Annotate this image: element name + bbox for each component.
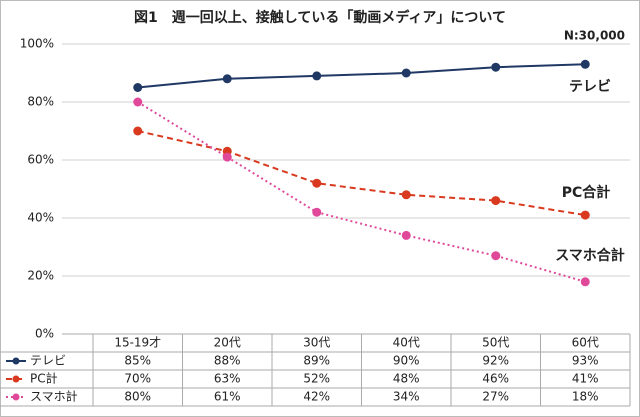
x-tick-label: 20代 — [214, 336, 241, 350]
point — [491, 251, 501, 261]
chart-title: 図1 週一回以上、接触している「動画メディア」について — [134, 9, 506, 26]
point — [401, 190, 411, 200]
legend-label: PC計 — [30, 371, 58, 386]
table-value: 89% — [303, 354, 330, 368]
point — [401, 230, 411, 240]
table-value: 52% — [303, 372, 330, 386]
series-line — [137, 101, 586, 283]
table-value: 42% — [303, 390, 330, 404]
legend-label: スマホ計 — [30, 389, 78, 404]
point — [312, 207, 322, 217]
point — [491, 196, 501, 206]
point — [580, 277, 590, 287]
line-label: PC合計 — [562, 184, 611, 201]
x-tick-label: 50代 — [482, 336, 509, 350]
legend-marker — [12, 375, 20, 383]
line-label: テレビ — [569, 79, 611, 95]
point — [133, 97, 143, 107]
sample-size: N:30,000 — [564, 29, 625, 43]
y-tick-label: 0% — [35, 327, 54, 341]
series-line — [137, 130, 586, 217]
table-value: 88% — [214, 354, 241, 368]
point — [312, 178, 322, 188]
series-line — [137, 63, 586, 89]
table-value: 27% — [482, 390, 509, 404]
table-value: 48% — [393, 372, 420, 386]
line-label: スマホ合計 — [555, 247, 625, 264]
table-value: 85% — [124, 354, 151, 368]
x-tick-label: 30代 — [303, 336, 330, 350]
legend-marker — [12, 357, 20, 365]
point — [133, 83, 143, 92]
point — [222, 152, 232, 162]
table-value: 70% — [124, 372, 151, 386]
table-value: 34% — [393, 390, 420, 404]
point — [580, 59, 590, 69]
y-tick-label: 100% — [20, 37, 54, 51]
point — [133, 126, 143, 136]
y-tick-label: 80% — [27, 95, 54, 109]
table-value: 46% — [482, 372, 509, 386]
point — [222, 74, 232, 84]
table-value: 18% — [572, 390, 599, 404]
table-value: 61% — [214, 390, 241, 404]
point — [580, 210, 590, 220]
y-tick-label: 40% — [27, 211, 54, 225]
legend-marker — [12, 393, 20, 401]
y-tick-label: 20% — [27, 269, 54, 283]
legend-label: テレビ — [30, 354, 66, 368]
table-value: 93% — [572, 354, 599, 368]
point — [401, 68, 411, 78]
table-value: 63% — [214, 372, 241, 386]
table-value: 90% — [393, 354, 420, 368]
table-value: 41% — [572, 372, 599, 386]
table-value: 80% — [124, 390, 151, 404]
x-tick-label: 40代 — [393, 336, 420, 350]
y-tick-label: 60% — [27, 153, 54, 167]
x-tick-label: 15-19才 — [114, 336, 161, 350]
point — [491, 62, 501, 72]
point — [312, 71, 322, 81]
table-value: 92% — [482, 354, 509, 368]
x-tick-label: 60代 — [572, 336, 599, 350]
